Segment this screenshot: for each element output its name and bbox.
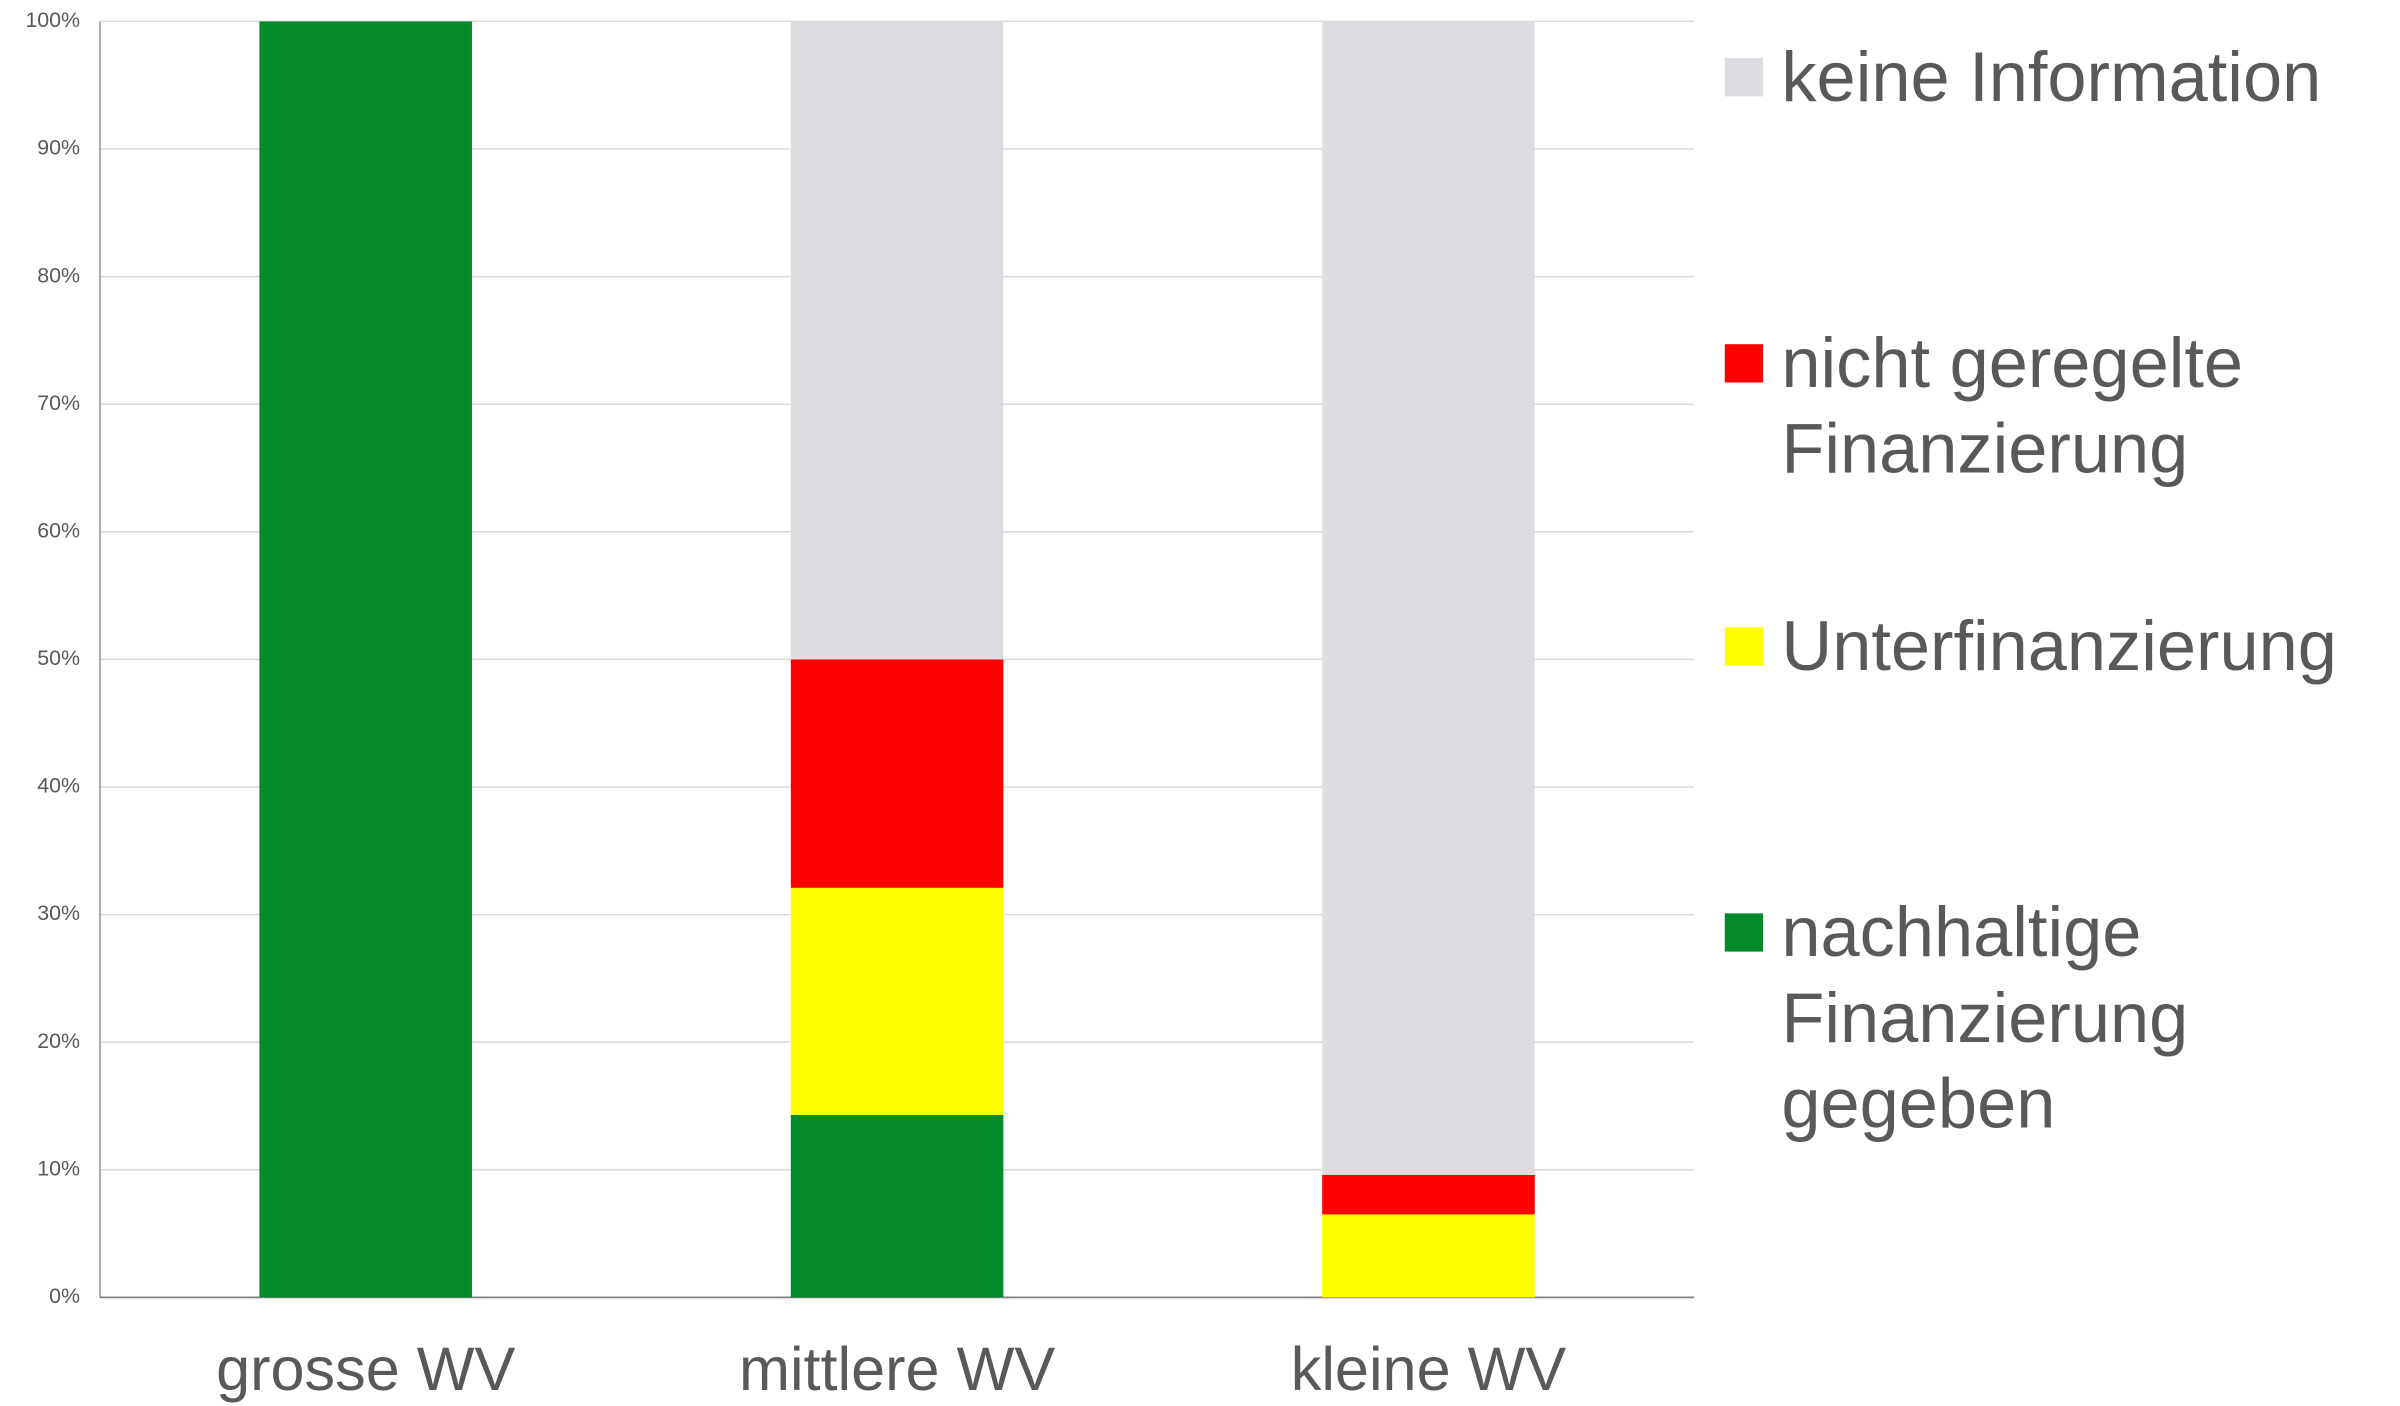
- legend-label: Unterfinanzierung: [1781, 605, 2337, 686]
- y-tick-label: 30%: [37, 901, 80, 925]
- legend-entry: nicht geregelte Finanzierung: [1722, 320, 2395, 491]
- legend-item: keine Information: [1722, 34, 2395, 120]
- x-tick-label: kleine WV: [1291, 1335, 1567, 1403]
- bar-segment: [1322, 1214, 1535, 1298]
- legend-entry: nachhaltige Finanzierung gegeben: [1722, 889, 2395, 1146]
- bar-segment: [259, 21, 472, 1298]
- y-tick-label: 10%: [37, 1156, 80, 1180]
- x-tick-label: mittlere WV: [739, 1335, 1055, 1403]
- bar-segment: [1322, 21, 1535, 1175]
- y-tick-label: 40%: [37, 774, 80, 798]
- legend-label: nachhaltige Finanzierung gegeben: [1781, 891, 2189, 1143]
- legend-entry: Unterfinanzierung: [1722, 603, 2395, 689]
- bar-segment: [790, 21, 1004, 660]
- y-tick-label: 50%: [37, 646, 80, 670]
- legend-swatch: [1724, 627, 1764, 666]
- legend-item: nachhaltige Finanzierung gegeben: [1722, 889, 2395, 1146]
- legend-swatch: [1724, 913, 1764, 952]
- y-tick-label: 90%: [37, 136, 80, 160]
- legend-swatch: [1724, 58, 1764, 97]
- y-tick-label: 70%: [37, 391, 80, 415]
- legend-entry: keine Information: [1722, 34, 2395, 120]
- bar-segment: [790, 887, 1004, 1115]
- y-tick-label: 100%: [25, 8, 80, 32]
- y-tick-label: 80%: [37, 263, 80, 287]
- legend-item: Unterfinanzierung: [1722, 603, 2395, 689]
- x-tick-label: grosse WV: [216, 1335, 515, 1403]
- y-tick-label: 20%: [37, 1029, 80, 1053]
- legend-item: nicht geregelte Finanzierung: [1722, 320, 2395, 491]
- bar-segment: [1322, 1174, 1535, 1215]
- legend-label: nicht geregelte Finanzierung: [1781, 322, 2244, 489]
- y-tick-label: 60%: [37, 518, 80, 542]
- legend-swatch: [1724, 344, 1764, 383]
- bar-segment: [790, 1114, 1004, 1298]
- y-tick-label: 0%: [49, 1284, 80, 1308]
- bar-segment: [790, 659, 1004, 888]
- legend-label: keine Information: [1781, 36, 2322, 117]
